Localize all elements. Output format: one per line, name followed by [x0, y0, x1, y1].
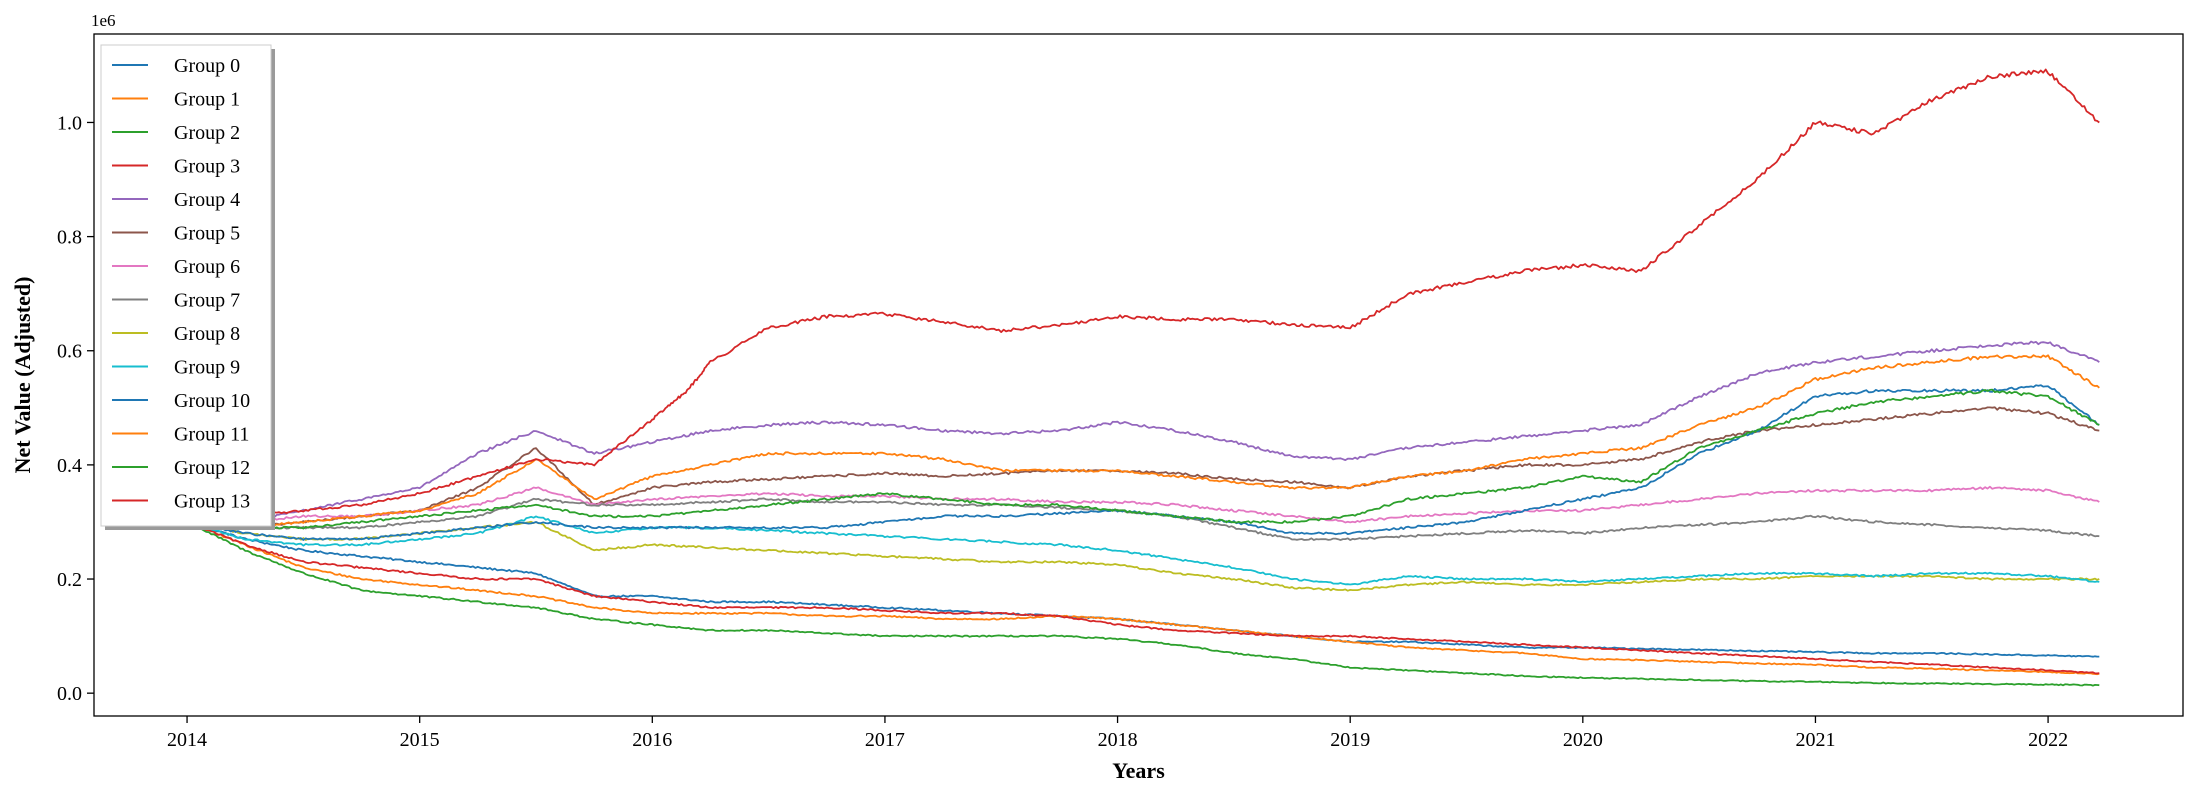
series-line-group-13	[186, 68, 2100, 524]
legend-label: Group 3	[174, 156, 240, 178]
x-tick-label: 2020	[1563, 729, 1603, 751]
legend-label: Group 0	[174, 55, 240, 77]
legend-label: Group 5	[174, 223, 240, 245]
y-tick-label: 0.0	[57, 683, 82, 705]
legend-label: Group 6	[174, 256, 240, 278]
x-tick-label: 2017	[865, 729, 905, 751]
legend-label: Group 13	[174, 491, 250, 513]
y-tick-label: 0.4	[57, 455, 82, 477]
legend-box	[100, 44, 272, 527]
y-tick-label: 0.8	[57, 227, 82, 249]
x-tick-label: 2022	[2028, 729, 2068, 751]
y-axis: 0.0 0.2 0.4 0.6 0.8 1.0	[57, 112, 94, 705]
legend-label: Group 8	[174, 323, 240, 345]
series-line-group-11	[186, 354, 2100, 529]
legend-label: Group 4	[174, 189, 240, 211]
legend-label: Group 11	[174, 424, 249, 446]
series-line-group-3	[186, 520, 2100, 675]
legend-label: Group 2	[174, 122, 240, 144]
x-tick-label: 2018	[1098, 729, 1138, 751]
series-line-group-12	[186, 388, 2100, 530]
series-line-group-8	[186, 520, 2100, 592]
y-tick-label: 0.6	[57, 341, 82, 363]
legend-label: Group 12	[174, 457, 250, 479]
legend-label: Group 7	[174, 290, 240, 312]
y-tick-label: 0.2	[57, 569, 82, 591]
y-axis-title: Net Value (Adjusted)	[10, 277, 35, 474]
series-line-group-6	[187, 485, 2100, 524]
x-axis-title: Years	[1112, 758, 1165, 783]
x-tick-label: 2016	[632, 729, 672, 751]
series-line-group-4	[186, 340, 2100, 524]
legend-label: Group 9	[174, 357, 240, 379]
y-tick-label: 1.0	[57, 112, 82, 134]
x-tick-label: 2021	[1795, 729, 1835, 751]
x-tick-label: 2019	[1330, 729, 1370, 751]
series-line-group-1	[186, 521, 2100, 676]
legend: Group 0 Group 1 Group 2 Group 3 Group 4 Group…	[100, 44, 275, 530]
series-layer	[186, 68, 2100, 687]
x-axis: 2014 2015 2016 2017 2018 2019 2020 2021 2022	[167, 716, 2068, 751]
plot-frame	[93, 33, 2184, 717]
x-tick-label: 2014	[167, 729, 207, 751]
series-line-group-7	[187, 497, 2100, 541]
y-axis-offset-label: 1e6	[91, 11, 116, 30]
series-line-group-2	[186, 521, 2100, 687]
legend-label: Group 10	[174, 390, 250, 412]
legend-label: Group 1	[174, 89, 240, 111]
series-line-group-5	[186, 406, 2100, 530]
x-tick-label: 2015	[400, 729, 440, 751]
